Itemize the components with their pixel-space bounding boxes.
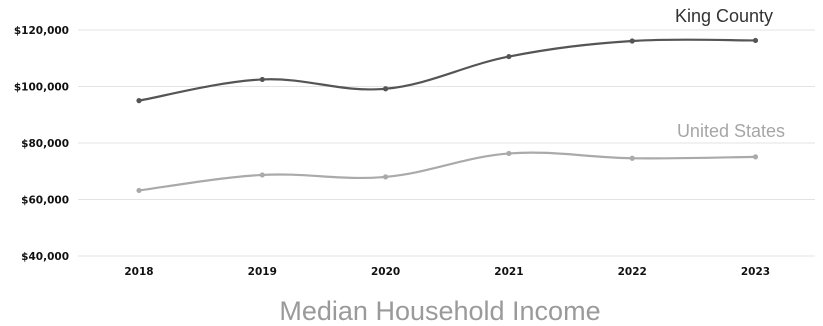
- data-point: [752, 154, 759, 160]
- data-point: [383, 174, 389, 180]
- series-lines: [136, 37, 759, 194]
- x-tick-label: 2023: [741, 266, 770, 278]
- data-point: [752, 37, 759, 44]
- x-axis-ticks: 2018 2019 2020 2021 2022 2023: [124, 266, 770, 278]
- y-tick-label: $120,000: [14, 25, 69, 37]
- y-tick-label: $60,000: [21, 195, 69, 207]
- y-tick-label: $100,000: [14, 82, 69, 94]
- x-tick-label: 2022: [618, 266, 647, 278]
- y-axis-ticks: $40,000 $60,000 $80,000 $100,000 $120,000: [14, 25, 69, 263]
- series-line: [138, 151, 756, 192]
- data-point: [259, 172, 265, 178]
- data-point: [506, 53, 512, 60]
- data-point: [136, 98, 142, 104]
- series-label: United States: [677, 121, 785, 141]
- x-tick-label: 2018: [124, 266, 153, 278]
- y-tick-label: $80,000: [21, 138, 69, 150]
- series-label: King County: [675, 6, 773, 26]
- series-line: [138, 38, 756, 102]
- data-point: [629, 38, 635, 44]
- series-labels: King County United States: [675, 6, 785, 141]
- data-point: [383, 86, 389, 92]
- data-point: [629, 155, 635, 161]
- data-point: [259, 76, 265, 83]
- chart-title: Median Household Income: [279, 296, 600, 326]
- data-point: [506, 150, 512, 157]
- x-tick-label: 2019: [248, 266, 277, 278]
- data-point: [136, 187, 142, 194]
- grid-lines: [78, 29, 815, 257]
- x-tick-label: 2021: [494, 266, 523, 278]
- y-tick-label: $40,000: [21, 251, 69, 263]
- x-tick-label: 2020: [371, 266, 400, 278]
